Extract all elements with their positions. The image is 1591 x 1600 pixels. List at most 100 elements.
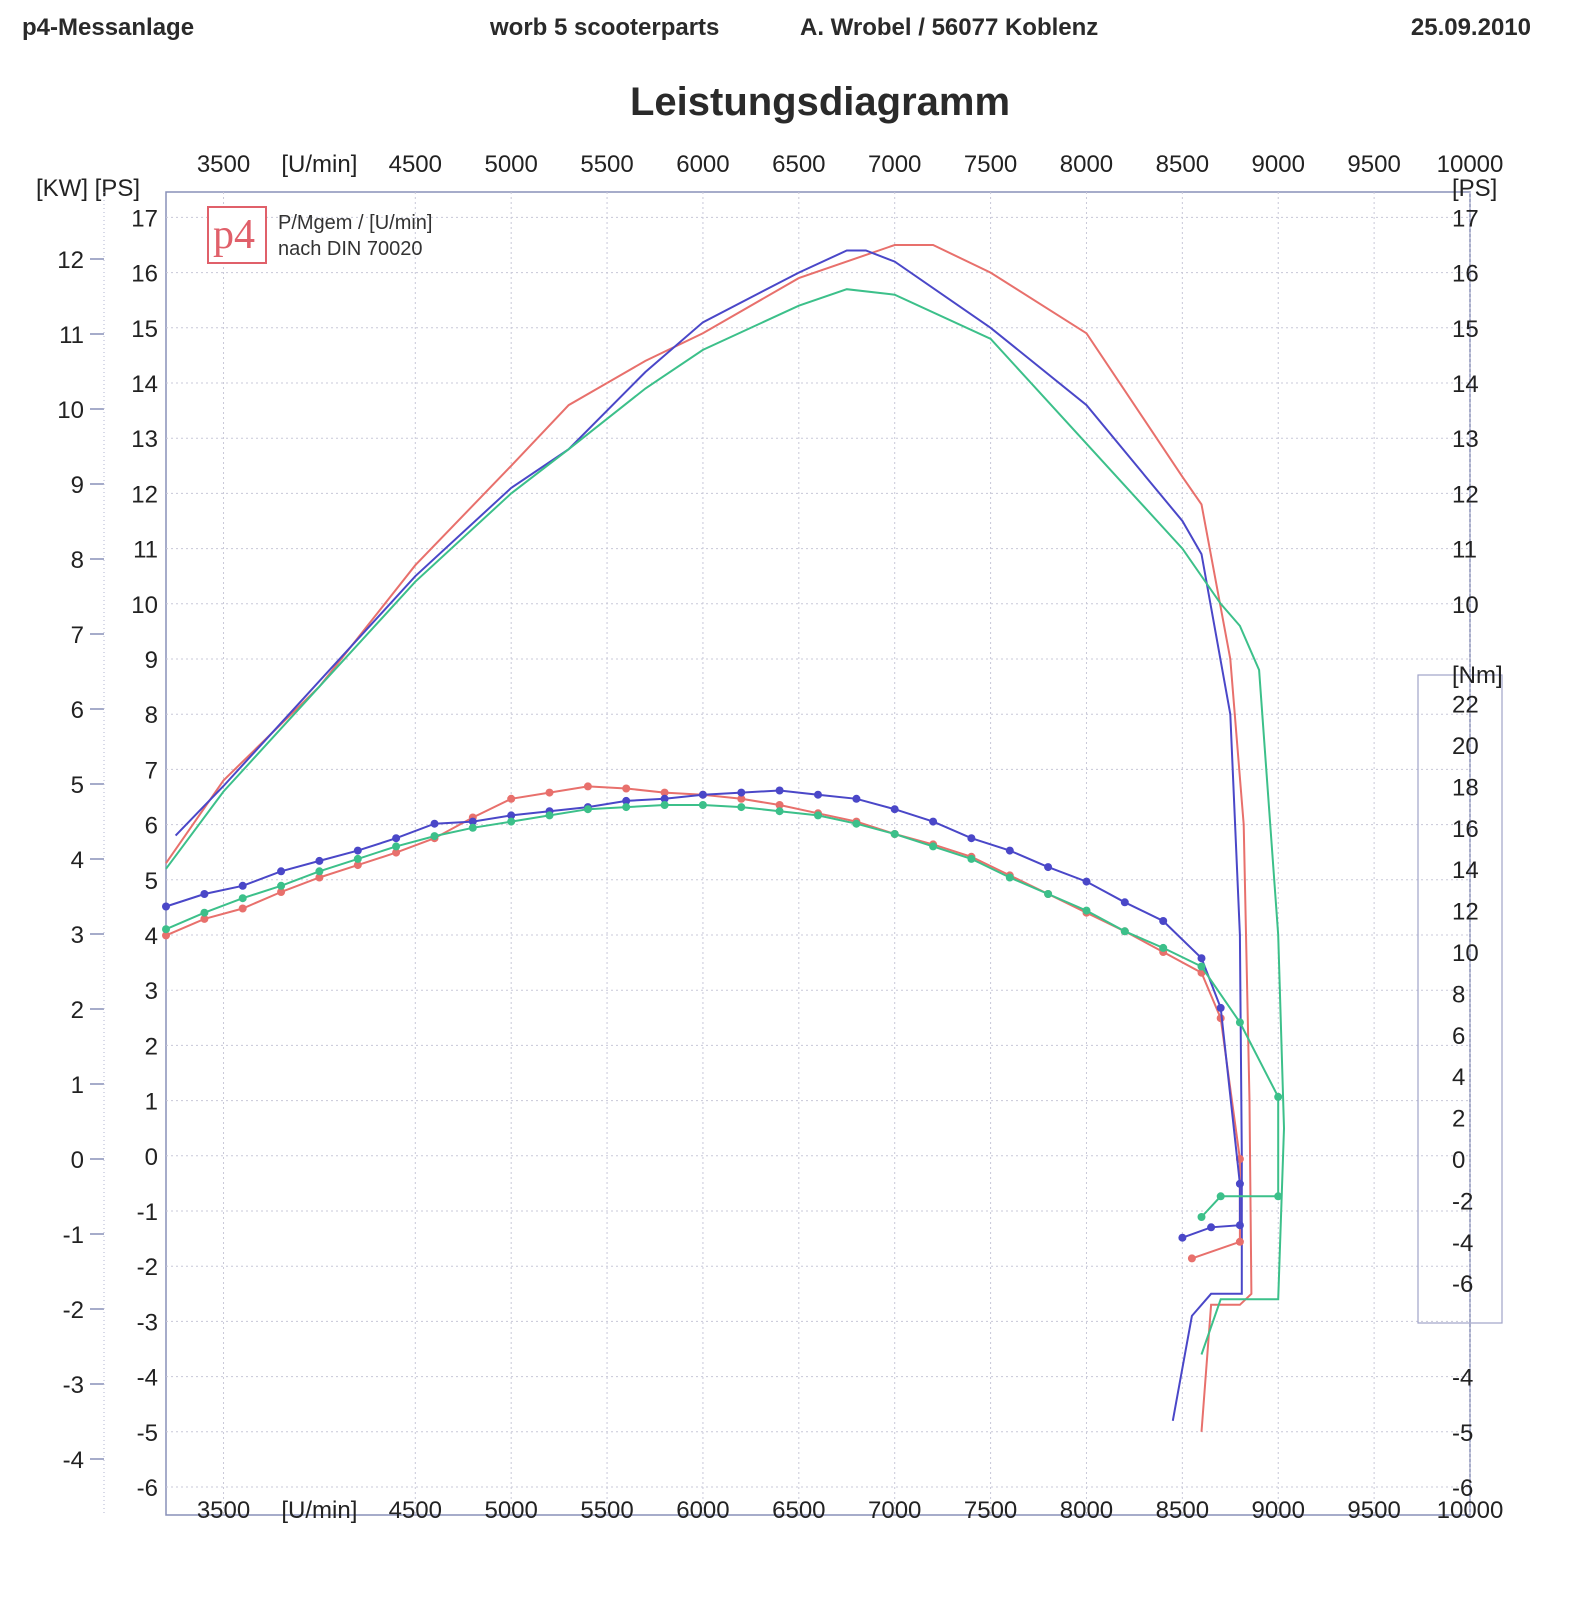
torque-point-blue bbox=[698, 790, 707, 799]
torque-point-blue bbox=[1235, 1221, 1244, 1230]
torque-point-red bbox=[545, 788, 554, 797]
torque-point-green bbox=[1235, 1018, 1244, 1027]
torque-point-red bbox=[622, 784, 631, 793]
torque-point-blue bbox=[1235, 1179, 1244, 1188]
nm-tick-label: -6 bbox=[1452, 1271, 1473, 1298]
ps-tick-label-left: 3 bbox=[145, 978, 158, 1005]
torque-point-blue bbox=[737, 788, 746, 797]
torque-point-green bbox=[1044, 890, 1053, 898]
ps-tick-label-left: 15 bbox=[131, 316, 158, 343]
x-tick-label-top: 5500 bbox=[580, 151, 633, 178]
x-tick-label-bottom: 9000 bbox=[1252, 1497, 1305, 1524]
p4-logo: p4 bbox=[207, 206, 267, 264]
torque-point-red bbox=[1187, 1254, 1196, 1263]
ps-axis-label-right: [PS] bbox=[1452, 175, 1497, 202]
kw-tick-label: 10 bbox=[57, 397, 84, 424]
torque-point-red bbox=[737, 794, 746, 803]
kw-tick-label: 6 bbox=[71, 697, 84, 724]
torque-point-green bbox=[1197, 1213, 1206, 1221]
torque-point-blue bbox=[392, 834, 401, 843]
ps-tick-label-left: 0 bbox=[145, 1144, 158, 1171]
torque-point-red bbox=[277, 888, 286, 896]
torque-point-blue bbox=[929, 817, 938, 826]
x-tick-label-top: 5000 bbox=[484, 151, 537, 178]
ps-tick-label-left: 1 bbox=[145, 1089, 158, 1116]
header-date: 25.09.2010 bbox=[1410, 14, 1531, 41]
torque-point-green bbox=[315, 867, 324, 876]
torque-point-green bbox=[392, 842, 401, 851]
ps-tick-label-left: 11 bbox=[133, 537, 158, 564]
torque-point-blue bbox=[1159, 917, 1168, 925]
torque-point-green bbox=[814, 811, 822, 820]
torque-point-green bbox=[238, 894, 247, 903]
torque-point-blue bbox=[1207, 1223, 1216, 1232]
ps-tick-label-right: 17 bbox=[1452, 205, 1479, 232]
ps-tick-label-right-lower: -6 bbox=[1452, 1475, 1473, 1502]
x-tick-label-top: 8000 bbox=[1060, 151, 1113, 178]
torque-point-blue bbox=[353, 846, 362, 855]
torque-point-green bbox=[929, 842, 938, 851]
kw-tick-label: 7 bbox=[71, 622, 84, 649]
nm-axis-box bbox=[1417, 674, 1503, 1324]
nm-tick-label: 2 bbox=[1452, 1106, 1465, 1133]
torque-point-green bbox=[967, 854, 976, 863]
header-address: A. Wrobel / 56077 Koblenz bbox=[800, 14, 1099, 41]
p4-logo-text: p4 bbox=[213, 212, 255, 258]
torque-curve-green bbox=[165, 804, 1280, 1218]
torque-point-green bbox=[430, 832, 439, 841]
ps-tick-label-right-lower: -5 bbox=[1452, 1420, 1473, 1447]
ps-tick-label-left: -1 bbox=[137, 1199, 158, 1226]
torque-point-green bbox=[1197, 962, 1206, 971]
nm-tick-label: 14 bbox=[1452, 857, 1479, 884]
x-tick-label-top: 8500 bbox=[1156, 151, 1209, 178]
torque-curve-red bbox=[165, 785, 1241, 1260]
x-axis-label-bottom: [U/min] bbox=[281, 1497, 357, 1524]
torque-point-blue bbox=[162, 902, 170, 911]
torque-point-blue bbox=[1197, 954, 1206, 963]
nm-tick-label: 16 bbox=[1452, 816, 1479, 843]
x-tick-label-top: 3500 bbox=[197, 151, 250, 178]
torque-point-blue bbox=[1120, 898, 1129, 907]
torque-point-red bbox=[315, 873, 324, 882]
header-left: p4-Messanlage bbox=[22, 14, 195, 41]
torque-point-red bbox=[507, 794, 516, 803]
power-curve-green bbox=[165, 288, 1286, 1355]
ps-tick-label-right: 11 bbox=[1452, 537, 1477, 564]
nm-tick-label: 8 bbox=[1452, 981, 1465, 1008]
ps-tick-label-left: 17 bbox=[131, 205, 158, 232]
torque-point-green bbox=[468, 823, 477, 832]
torque-point-red bbox=[200, 914, 209, 923]
torque-point-green bbox=[890, 830, 899, 838]
ps-tick-label-left: 6 bbox=[145, 813, 158, 840]
nm-tick-label: 4 bbox=[1452, 1064, 1465, 1091]
torque-point-blue bbox=[890, 805, 899, 814]
kw-tick-label: 12 bbox=[57, 247, 84, 274]
nm-tick-label: 6 bbox=[1452, 1023, 1465, 1050]
torque-point-blue bbox=[1082, 877, 1091, 886]
kw-tick-label: 3 bbox=[71, 922, 84, 949]
kw-axis-label: [KW] bbox=[36, 175, 88, 202]
torque-point-blue bbox=[660, 794, 669, 803]
torque-point-green bbox=[775, 807, 784, 816]
header-company: worb 5 scooterparts bbox=[490, 14, 720, 41]
torque-point-blue bbox=[277, 867, 286, 876]
torque-point-green bbox=[1120, 927, 1129, 936]
kw-tick-label: 1 bbox=[71, 1072, 84, 1099]
ps-tick-label-left: -5 bbox=[137, 1420, 158, 1447]
x-tick-label-bottom: 5500 bbox=[580, 1497, 633, 1524]
x-tick-label-bottom: 8000 bbox=[1060, 1497, 1113, 1524]
x-tick-label-bottom: 10000 bbox=[1437, 1497, 1504, 1524]
ps-tick-label-left: 14 bbox=[131, 371, 158, 398]
ps-tick-label-left: 7 bbox=[145, 757, 158, 784]
nm-axis-label: [Nm] bbox=[1452, 662, 1503, 689]
torque-point-green bbox=[698, 801, 707, 809]
legend-line-2: nach DIN 70020 bbox=[278, 238, 423, 260]
kw-tick-label: -4 bbox=[63, 1447, 84, 1474]
torque-point-green bbox=[162, 925, 170, 934]
torque-point-blue bbox=[430, 819, 439, 828]
kw-tick-label: -2 bbox=[63, 1297, 84, 1324]
ps-tick-label-left: 16 bbox=[131, 261, 158, 288]
torque-point-red bbox=[392, 848, 401, 857]
x-tick-label-bottom: 5000 bbox=[484, 1497, 537, 1524]
torque-point-blue bbox=[507, 811, 516, 820]
